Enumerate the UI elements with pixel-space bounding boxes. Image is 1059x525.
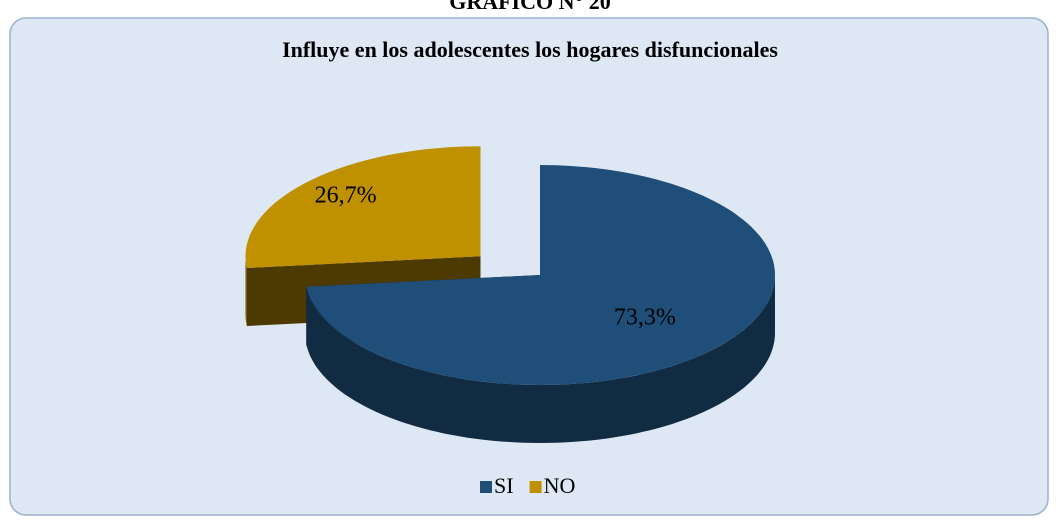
data-label: 26,7% [315,183,377,209]
slice [306,165,775,385]
data-label: 73,3% [614,305,676,331]
chart-title: Influye en los adolescentes los hogares … [282,37,778,62]
slice-side [245,256,247,326]
heading: GRAFICO N° 20 [449,0,611,14]
legend-label: NO [544,473,576,498]
slice [245,146,481,268]
legend-swatch [529,481,542,493]
legend-swatch [480,481,492,493]
chart-frame [9,17,1049,516]
legend-label: SI [494,473,514,498]
slice-side [306,275,775,443]
